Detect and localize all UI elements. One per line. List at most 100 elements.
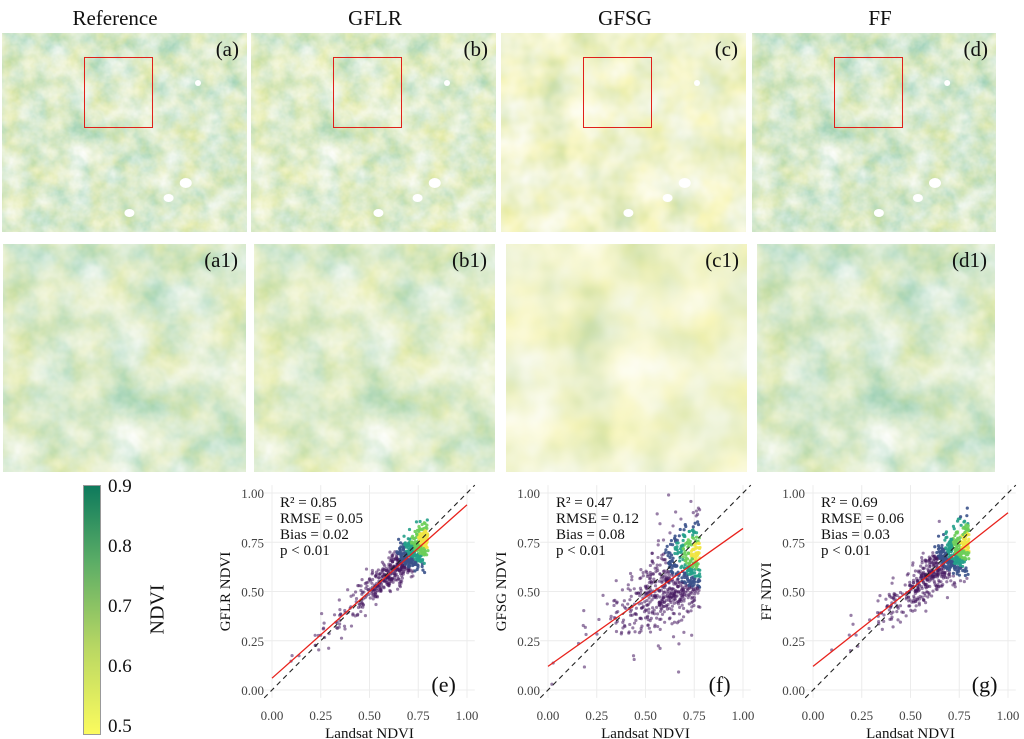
scatter-point bbox=[695, 586, 700, 590]
scatter-point bbox=[637, 631, 642, 635]
scatter-point bbox=[660, 580, 664, 584]
scatter-point bbox=[667, 606, 672, 610]
scatter-point bbox=[634, 606, 638, 610]
scatter-point bbox=[956, 562, 960, 566]
scatter-point bbox=[650, 560, 654, 564]
scatter-point bbox=[690, 557, 694, 561]
scatter-point bbox=[361, 605, 365, 609]
scatter-point bbox=[620, 603, 625, 607]
scatter-point bbox=[646, 614, 650, 618]
scatter-point bbox=[691, 525, 695, 529]
scatter-point bbox=[650, 610, 654, 614]
scatter-point bbox=[648, 619, 652, 623]
scatter-point bbox=[925, 578, 929, 582]
scatter-point bbox=[422, 561, 426, 565]
scatter-point bbox=[420, 522, 424, 527]
panel-label: (b1) bbox=[452, 248, 487, 272]
scatter-point bbox=[915, 579, 919, 583]
scatter-point bbox=[920, 585, 924, 589]
scatter-point bbox=[945, 595, 950, 600]
scatter-point bbox=[945, 580, 949, 584]
scatter-point bbox=[359, 588, 363, 593]
scatter-point bbox=[392, 557, 396, 562]
scatter-point bbox=[952, 527, 956, 531]
scatter-point bbox=[614, 579, 618, 583]
zoom-region-box bbox=[333, 57, 402, 128]
scatter-point bbox=[940, 565, 944, 570]
scatter-point bbox=[682, 534, 686, 538]
scatter-point bbox=[677, 534, 681, 538]
scatter-point bbox=[955, 572, 959, 576]
scatter-point bbox=[687, 569, 691, 573]
scatter-point bbox=[376, 568, 380, 572]
scatter-point bbox=[693, 521, 697, 525]
scatter-point bbox=[690, 568, 694, 573]
scatter-point bbox=[926, 584, 930, 588]
scatter-point bbox=[356, 605, 361, 610]
scatter-point bbox=[935, 556, 939, 560]
scatter-point bbox=[656, 543, 660, 547]
scatter-point bbox=[401, 547, 406, 551]
scatter-point bbox=[406, 571, 410, 575]
scatter-point bbox=[924, 564, 929, 568]
scatter-point bbox=[927, 591, 931, 595]
ndvi-colorbar bbox=[83, 485, 101, 735]
scatter-point bbox=[630, 575, 634, 579]
scatter-point bbox=[394, 572, 398, 576]
scatter-point bbox=[880, 627, 884, 632]
scatter-point bbox=[648, 630, 653, 634]
scatter-point bbox=[965, 506, 969, 510]
scatter-point bbox=[668, 586, 672, 590]
scatter-point bbox=[402, 534, 406, 538]
y-tick-label: 0.00 bbox=[782, 683, 805, 698]
scatter-point bbox=[417, 558, 421, 562]
scatter-point bbox=[656, 624, 660, 629]
scatter-point bbox=[849, 613, 853, 617]
scatter-point bbox=[679, 517, 683, 521]
scatter-point bbox=[417, 535, 421, 540]
scatter-point bbox=[877, 620, 881, 624]
scatter-point bbox=[628, 610, 632, 614]
ndvi-map-full: (a) bbox=[2, 33, 247, 232]
scatter-point bbox=[959, 523, 963, 527]
scatter-point bbox=[950, 560, 954, 564]
scatter-point bbox=[911, 561, 915, 565]
scatter-point bbox=[847, 633, 851, 637]
nodata-patches bbox=[124, 80, 201, 217]
scatter-point bbox=[661, 590, 666, 595]
scatter-point bbox=[947, 560, 952, 564]
scatter-point bbox=[595, 632, 599, 636]
scatter-point bbox=[397, 537, 401, 541]
scatter-point bbox=[697, 588, 701, 592]
scatter-point bbox=[370, 592, 374, 596]
x-tick-label: 0.75 bbox=[948, 708, 971, 723]
x-tick-label: 1.00 bbox=[997, 708, 1020, 723]
scatter-point bbox=[911, 578, 916, 582]
scatter-point bbox=[911, 563, 915, 567]
scatter-point bbox=[660, 612, 665, 617]
scatter-point bbox=[655, 593, 659, 597]
scatter-point bbox=[626, 583, 630, 587]
scatter-point bbox=[966, 524, 970, 528]
scatter-point bbox=[690, 633, 694, 637]
scatter-point bbox=[413, 553, 417, 557]
scatter-point bbox=[686, 551, 691, 555]
scatter-point bbox=[667, 617, 672, 621]
scatter-point bbox=[371, 577, 375, 582]
scatter-point bbox=[413, 561, 417, 565]
scatter-point bbox=[647, 596, 651, 600]
scatter-point bbox=[654, 605, 659, 609]
scatter-point bbox=[660, 607, 664, 611]
scatter-point bbox=[375, 589, 379, 593]
one-to-one-line bbox=[804, 484, 1017, 699]
scatter-point bbox=[395, 551, 399, 555]
scatter-plots: 0.00 0.00 0.25 0.25 0.50 0.50 0.75 0.75 1.00 1.00… bbox=[218, 484, 1020, 739]
scatter-point bbox=[342, 624, 347, 628]
scatter-point bbox=[696, 506, 701, 510]
scatter-point bbox=[893, 592, 897, 597]
scatter-point bbox=[666, 554, 670, 558]
scatter-point bbox=[655, 566, 659, 570]
scatter-point bbox=[645, 603, 649, 607]
scatter-point bbox=[680, 581, 684, 585]
scatter-point bbox=[636, 591, 640, 595]
